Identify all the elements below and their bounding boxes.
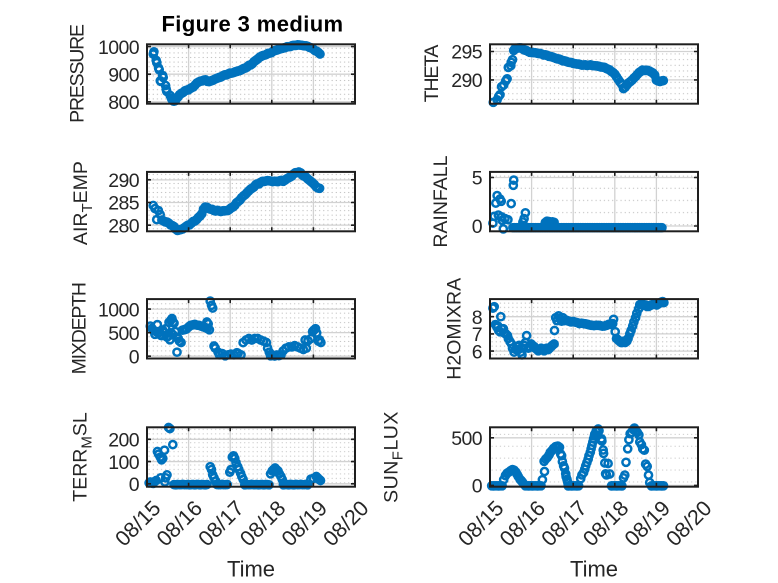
svg-text:THETA: THETA bbox=[421, 45, 443, 103]
svg-text:8: 8 bbox=[472, 307, 482, 329]
svg-text:SUNF​LUX: SUNF​LUX bbox=[381, 411, 407, 503]
svg-text:TERRM​SL: TERRM​SL bbox=[70, 412, 96, 502]
svg-text:280: 280 bbox=[108, 215, 139, 237]
svg-text:Time: Time bbox=[227, 557, 275, 582]
svg-text:900: 900 bbox=[108, 64, 139, 86]
svg-text:290: 290 bbox=[108, 170, 139, 192]
svg-text:0: 0 bbox=[129, 474, 140, 496]
svg-text:PRESSURE: PRESSURE bbox=[67, 24, 89, 123]
svg-text:H2OMIXRA: H2OMIXRA bbox=[444, 278, 466, 380]
svg-text:0: 0 bbox=[129, 346, 140, 368]
svg-text:295: 295 bbox=[451, 42, 482, 64]
svg-text:500: 500 bbox=[451, 428, 482, 450]
svg-text:285: 285 bbox=[108, 193, 139, 215]
svg-text:500: 500 bbox=[108, 323, 139, 345]
svg-text:290: 290 bbox=[451, 70, 482, 92]
svg-text:1000: 1000 bbox=[98, 37, 140, 59]
svg-text:0: 0 bbox=[472, 216, 483, 238]
svg-text:RAINFALL: RAINFALL bbox=[430, 155, 452, 247]
svg-text:MIXDEPTH: MIXDEPTH bbox=[69, 283, 91, 374]
svg-text:7: 7 bbox=[472, 324, 482, 346]
svg-text:6: 6 bbox=[472, 341, 482, 363]
svg-text:800: 800 bbox=[108, 92, 139, 114]
svg-text:0: 0 bbox=[472, 476, 483, 498]
svg-text:100: 100 bbox=[108, 452, 139, 474]
svg-text:AIRT​EMP: AIRT​EMP bbox=[70, 161, 96, 245]
svg-text:200: 200 bbox=[108, 430, 139, 452]
svg-text:Time: Time bbox=[570, 557, 618, 582]
svg-text:Figure 3 medium: Figure 3 medium bbox=[161, 12, 343, 37]
svg-text:5: 5 bbox=[472, 168, 483, 190]
svg-text:1000: 1000 bbox=[98, 299, 140, 321]
